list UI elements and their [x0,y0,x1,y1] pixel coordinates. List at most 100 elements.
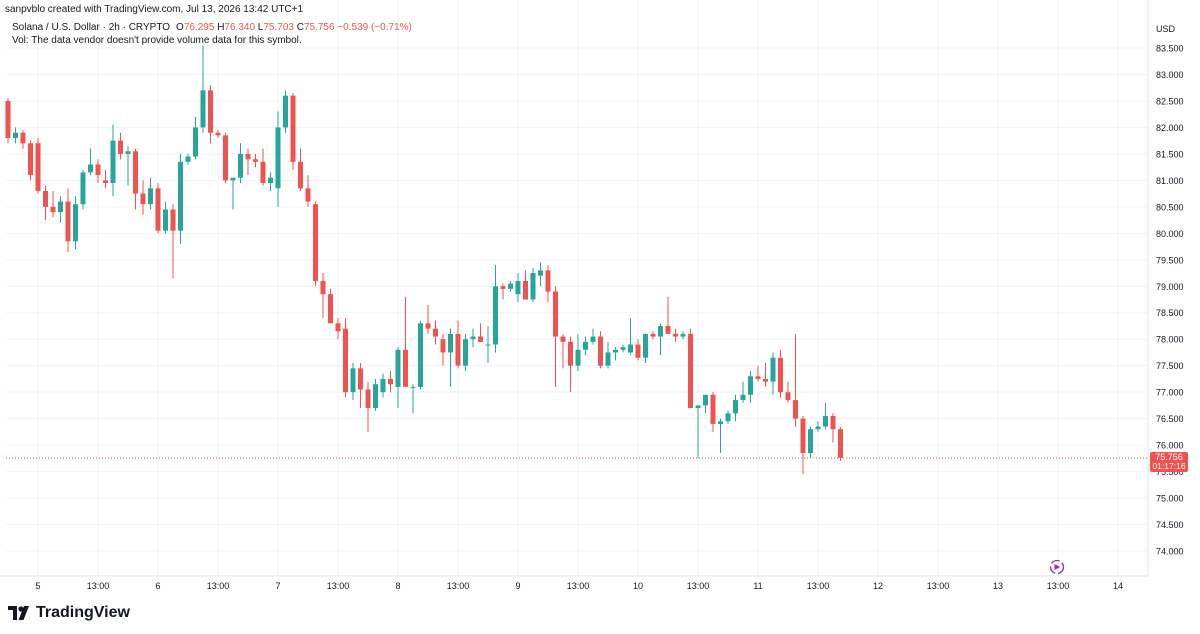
candle-body [335,323,341,332]
price-tick-label: 80.500 [1156,202,1184,212]
candle [560,333,566,369]
price-tick-label: 75.000 [1156,494,1184,504]
candle [785,381,791,403]
candle-body [725,413,731,422]
tradingview-brand[interactable]: TradingView [8,604,130,622]
price-tick-label: 81.000 [1156,176,1184,186]
candle [718,418,723,454]
candle-body [508,283,513,289]
candle [238,143,243,184]
candle-body [365,389,371,409]
candle-body [163,209,168,231]
candle [103,169,108,189]
candle [155,183,161,234]
candle-body [800,418,806,454]
time-tick-label: 13:00 [327,581,350,591]
symbol-name[interactable]: Solana / U.S. Dollar · 2h · CRYPTO [12,22,171,33]
time-tick-label: 13:00 [1047,581,1070,591]
time-tick-label: 6 [155,581,160,591]
candle-body [155,188,161,231]
candle [763,363,768,387]
candle [823,402,828,430]
candle-body [200,90,206,128]
candle [598,331,603,369]
price-tick-label: 78.500 [1156,308,1184,318]
price-tick-label: 74.000 [1156,547,1184,557]
candle-body [688,333,693,409]
candle [140,180,146,215]
price-tick-label: 79.000 [1156,282,1184,292]
candle-body [208,90,213,133]
time-axis[interactable]: 5 13:00 6 13:00 7 13:00 8 13:00 9 13:00 10 13:00 11 1… [35,581,1123,591]
candles [5,45,843,475]
candle-body [230,177,236,181]
candle [568,336,573,393]
candle-body [298,161,303,189]
candle-body [95,164,101,176]
candle [778,349,783,398]
price-axis[interactable]: USD 83.500 83.000 82.500 82.000 81.500 81.000… [1156,24,1184,557]
change-value: −0.539 (−0.71%) [337,22,412,33]
candle [200,45,206,133]
candle [838,427,843,461]
candle [493,265,498,353]
candle [245,148,251,176]
candle-body [73,204,78,242]
candle-body [433,328,438,337]
candle-body [718,421,723,424]
candle [50,190,56,218]
time-tick-label: 8 [395,581,400,591]
candle-body [343,328,348,393]
candle [230,177,236,210]
candle-body [545,270,551,292]
candle [658,323,663,356]
candle-body [733,400,738,414]
candle-body [238,153,243,178]
candle-body [410,386,416,388]
candle [485,325,491,364]
time-tick-label: 13:00 [687,581,710,591]
candle [815,421,821,432]
candle-body [695,405,701,409]
candle-body [493,286,498,345]
brand-name: TradingView [36,604,130,621]
candle [665,296,671,334]
candle-body [838,429,843,458]
candle [545,265,551,303]
candle [380,373,386,398]
candle-body [290,95,296,162]
candle [800,415,806,475]
candle-body [808,429,813,454]
candle-body [560,336,566,342]
candle [455,320,461,369]
candle-body [418,323,423,387]
candle [793,333,798,427]
candle [830,413,836,443]
candle-body [268,177,273,184]
candle [620,344,626,353]
candle [388,370,393,393]
candle-body [815,426,821,430]
replay-icon[interactable] [1049,559,1065,575]
time-tick-label: 11 [753,581,762,591]
candle-body [673,333,678,337]
price-tick-label: 82.000 [1156,123,1184,133]
candle-body [583,341,588,350]
candle-body [463,339,468,366]
candle-body [658,325,663,337]
price-tick-label: 76.000 [1156,441,1184,451]
candle-body [590,336,596,342]
candle-body [313,204,318,281]
candle-body [778,357,783,393]
candle [553,286,558,387]
symbol-legend[interactable]: Solana / U.S. Dollar · 2h · CRYPTO O76.29… [12,22,412,33]
candle-body [148,188,153,205]
candle [313,201,318,287]
candle-body [373,384,378,409]
candle-body [245,153,251,160]
candle-body [478,336,483,342]
candle [13,127,18,144]
candle-body [553,291,558,337]
candle-body [643,333,648,358]
